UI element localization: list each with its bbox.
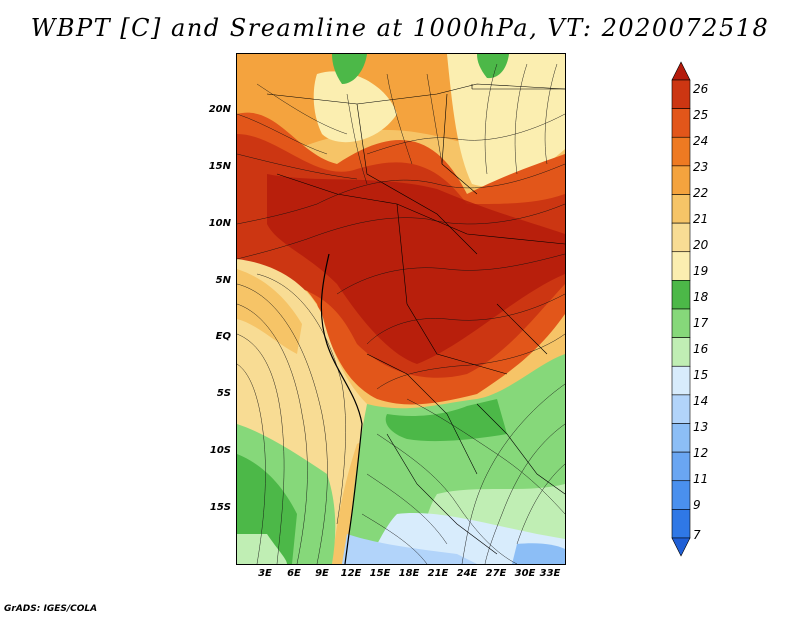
colorbar-segment — [671, 251, 691, 281]
colorbar-label: 13 — [693, 420, 709, 434]
lon-label: 30E — [514, 568, 536, 579]
colorbar-label: 12 — [693, 446, 709, 460]
lon-label: 6E — [287, 568, 301, 579]
colorbar — [671, 61, 691, 557]
colorbar-label: 7 — [693, 528, 701, 542]
lon-label: 24E — [456, 568, 478, 579]
colorbar-label: 19 — [693, 264, 709, 278]
colorbar-segment — [671, 509, 691, 539]
chart-title: WBPT [C] and Sreamline at 1000hPa, VT: 2… — [30, 14, 770, 42]
colorbar-segment — [671, 194, 691, 224]
lon-label: 9E — [315, 568, 329, 579]
colorbar-label: 11 — [693, 472, 709, 486]
colorbar-label: 25 — [693, 108, 709, 122]
lat-label: 10N — [208, 218, 231, 229]
colorbar-segment — [671, 365, 691, 396]
colorbar-label: 21 — [693, 212, 709, 226]
lon-label: 18E — [398, 568, 420, 579]
map-panel — [236, 53, 566, 565]
colorbar-segment — [671, 165, 691, 195]
colorbar-label: 15 — [693, 368, 709, 382]
lon-label: 27E — [485, 568, 507, 579]
colorbar-label: 17 — [693, 316, 709, 330]
lon-label: 15E — [369, 568, 391, 579]
colorbar-label: 14 — [693, 394, 709, 408]
colorbar-segment — [671, 222, 691, 253]
colorbar-label: 9 — [693, 498, 701, 512]
colorbar-label: 22 — [693, 186, 709, 200]
colorbar-segment — [671, 423, 691, 453]
colorbar-segment — [671, 394, 691, 424]
colorbar-label: 26 — [693, 82, 709, 96]
lon-label: 33E — [539, 568, 561, 579]
lat-label: 5N — [215, 275, 231, 286]
colorbar-label: 23 — [693, 160, 709, 174]
colorbar-segment — [671, 308, 691, 338]
lat-label: 20N — [208, 104, 231, 115]
credit-text: GrADS: IGES/COLA — [4, 604, 98, 614]
lat-label: 10S — [209, 445, 231, 456]
colorbar-segment — [671, 480, 691, 510]
colorbar-label: 24 — [693, 134, 709, 148]
lat-label: 15N — [208, 161, 231, 172]
lat-label: 15S — [209, 502, 231, 513]
lat-label: 5S — [216, 388, 231, 399]
colorbar-top-arrow — [671, 61, 691, 81]
colorbar-segment — [671, 79, 691, 109]
colorbar-label: 18 — [693, 290, 709, 304]
colorbar-segment — [671, 108, 691, 138]
lon-label: 3E — [258, 568, 272, 579]
map-canvas — [237, 54, 565, 564]
lon-label: 12E — [340, 568, 362, 579]
colorbar-segment — [671, 337, 691, 367]
colorbar-label: 20 — [693, 238, 709, 252]
lon-label: 21E — [427, 568, 449, 579]
colorbar-label: 16 — [693, 342, 709, 356]
colorbar-segment — [671, 451, 691, 482]
colorbar-segment — [671, 280, 691, 310]
colorbar-segment — [671, 136, 691, 167]
lat-label: EQ — [215, 331, 231, 342]
colorbar-bottom-arrow — [671, 537, 691, 557]
